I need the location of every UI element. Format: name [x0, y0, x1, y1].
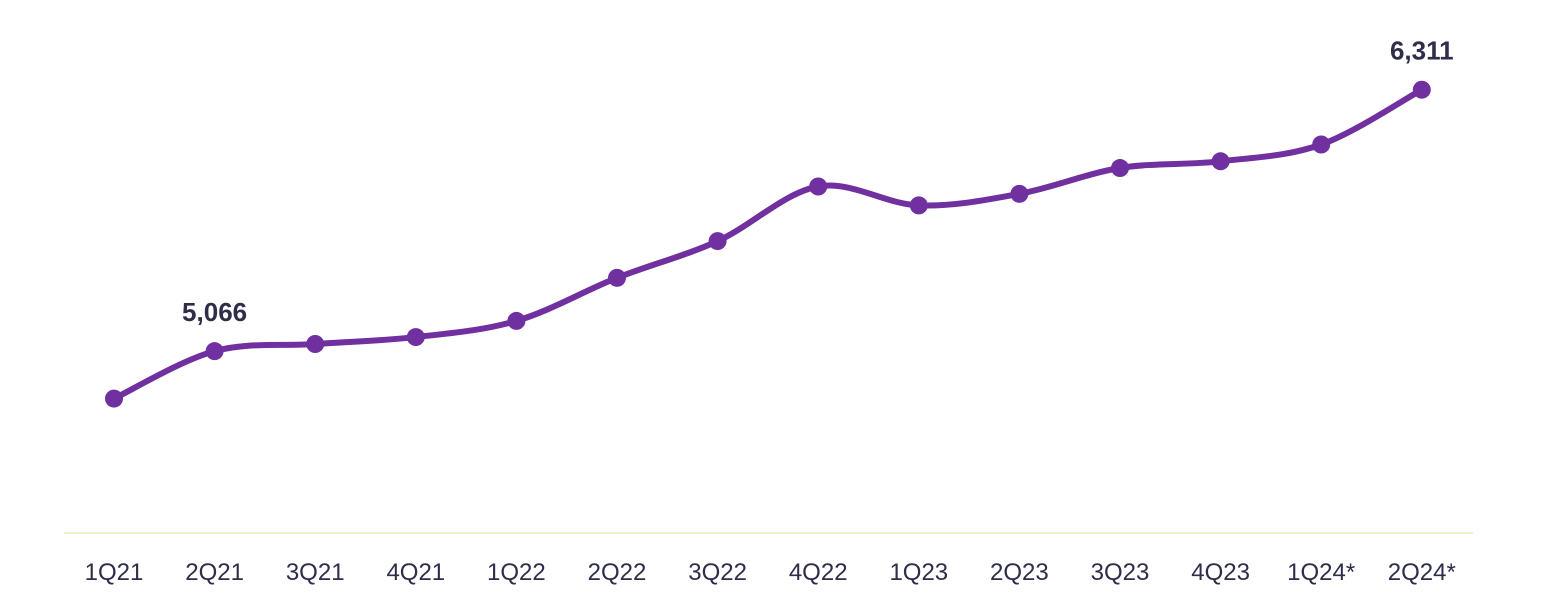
data-labels: 5,066 6,311: [182, 36, 1454, 327]
x-tick-label: 3Q22: [688, 559, 747, 586]
x-tick-label: 2Q23: [990, 559, 1049, 586]
data-label: 6,311: [1390, 36, 1454, 66]
data-point-2q22: [608, 268, 626, 287]
x-tick-label: 3Q23: [1091, 559, 1150, 586]
data-point-4q21: [406, 328, 425, 347]
data-point-3q21: [306, 335, 325, 353]
data-point-1q21: [105, 389, 123, 408]
data-point-3q22: [708, 232, 727, 251]
data-point-2q21: [205, 342, 224, 361]
data-label: 5,066: [182, 297, 247, 327]
data-point-2q23: [1010, 184, 1029, 203]
x-tick-label: 1Q24*: [1287, 559, 1355, 586]
x-tick-labels: 1Q21 2Q21 3Q21 4Q21 1Q22 2Q22 3Q22 4Q22 1Q23 2Q23…: [85, 559, 1456, 586]
x-tick-label: 1Q23: [889, 559, 948, 586]
x-tick-label: 1Q22: [487, 559, 546, 586]
data-point-4q23: [1211, 152, 1230, 171]
data-point-1q22: [507, 311, 526, 330]
data-point-2q24-est: [1412, 80, 1431, 99]
series-line: [111, 86, 1425, 402]
x-tick-label: 4Q23: [1191, 559, 1250, 586]
x-tick-label: 1Q21: [85, 559, 144, 586]
data-points: [105, 80, 1431, 408]
x-tick-label: 2Q22: [588, 559, 647, 586]
x-tick-label: 4Q21: [386, 559, 445, 586]
x-tick-label: 2Q24*: [1388, 559, 1456, 586]
data-point-3q23: [1111, 159, 1129, 178]
data-point-1q24-est: [1312, 135, 1331, 154]
x-tick-label: 2Q21: [185, 559, 244, 586]
data-point-1q23: [909, 196, 928, 215]
data-point-4q22: [809, 177, 828, 196]
x-tick-label: 4Q22: [789, 559, 848, 586]
x-tick-label: 3Q21: [286, 559, 345, 586]
